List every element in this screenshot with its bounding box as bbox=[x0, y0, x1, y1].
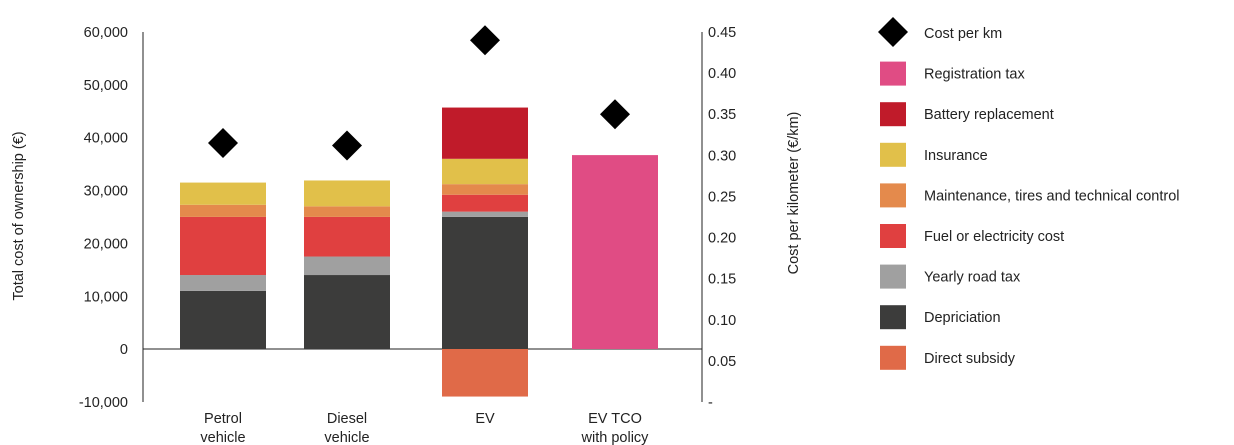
legend-label: Insurance bbox=[924, 148, 988, 164]
y2-tick-label: 0.35 bbox=[708, 107, 736, 123]
legend-label: Battery replacement bbox=[924, 107, 1054, 123]
legend-label: Fuel or electricity cost bbox=[924, 229, 1064, 245]
bar-segment bbox=[442, 349, 528, 397]
y-tick-label: 0 bbox=[120, 342, 128, 358]
category-label: Petrol bbox=[204, 411, 242, 427]
legend-label: Maintenance, tires and technical control bbox=[924, 188, 1180, 204]
bar-segment bbox=[442, 184, 528, 195]
bar-segment bbox=[180, 216, 266, 276]
bar-segment bbox=[304, 256, 390, 276]
legend-swatch bbox=[878, 17, 908, 47]
cost-per-km-marker bbox=[208, 128, 238, 158]
bar-segment bbox=[180, 182, 266, 205]
legend-swatch bbox=[880, 224, 906, 248]
y2-tick-label: 0.40 bbox=[708, 66, 736, 82]
bar-segment bbox=[304, 206, 390, 217]
y2-tick-label: 0.30 bbox=[708, 148, 736, 164]
bar-segment bbox=[442, 194, 528, 212]
legend-swatch bbox=[880, 61, 906, 86]
cost-per-km-marker bbox=[332, 130, 362, 161]
bar-segment bbox=[304, 216, 390, 257]
bar-segment bbox=[442, 107, 528, 159]
legend-swatch bbox=[880, 102, 906, 127]
y-tick-label: 20,000 bbox=[84, 236, 128, 252]
y2-tick-label: 0.05 bbox=[708, 354, 736, 370]
legend-swatch bbox=[880, 305, 906, 330]
legend-label: Yearly road tax bbox=[924, 270, 1021, 286]
y-axis-title: Total cost of ownership (€) bbox=[11, 131, 27, 300]
bar-segment bbox=[572, 155, 658, 349]
bar-segment bbox=[180, 275, 266, 291]
y-tick-label: 30,000 bbox=[84, 184, 128, 200]
bars bbox=[180, 107, 658, 397]
cost-per-km-marker bbox=[600, 99, 630, 130]
bar-segment bbox=[304, 180, 390, 207]
bar-segment bbox=[180, 204, 266, 217]
legend-swatch bbox=[880, 264, 906, 289]
bar-segment bbox=[442, 158, 528, 185]
category-label: vehicle bbox=[200, 430, 245, 445]
category-label: EV bbox=[475, 411, 495, 427]
y2-tick-label: 0.20 bbox=[708, 231, 736, 247]
y-tick-label: 10,000 bbox=[84, 289, 128, 305]
legend-swatch bbox=[880, 142, 906, 167]
y2-tick-label: 0.25 bbox=[708, 189, 736, 205]
bar-segment bbox=[180, 290, 266, 349]
bar-segment bbox=[442, 216, 528, 349]
category-label: Diesel bbox=[327, 411, 367, 427]
y2-tick-label: 0.45 bbox=[708, 25, 736, 41]
legend: Cost per km Registration tax Battery repla… bbox=[878, 17, 1180, 370]
y2-tick-label: - bbox=[708, 395, 713, 411]
category-label: vehicle bbox=[324, 430, 369, 445]
legend-label: Cost per km bbox=[924, 26, 1002, 42]
legend-label: Depriciation bbox=[924, 310, 1001, 326]
y-tick-label: -10,000 bbox=[79, 395, 128, 411]
category-label: EV TCO bbox=[588, 411, 642, 427]
axis-labels: 60,000 50,000 40,000 30,000 20,000 10,000 0 -10… bbox=[11, 25, 802, 445]
y-tick-label: 60,000 bbox=[84, 25, 128, 41]
legend-swatch bbox=[880, 183, 906, 208]
legend-label: Registration tax bbox=[924, 67, 1025, 83]
y2-axis-title: Cost per kilometer (€/km) bbox=[786, 112, 802, 275]
y2-tick-label: 0.10 bbox=[708, 313, 736, 329]
cost-per-km-marker bbox=[470, 25, 500, 56]
legend-swatch bbox=[880, 345, 906, 370]
y2-tick-label: 0.15 bbox=[708, 272, 736, 288]
y-tick-label: 50,000 bbox=[84, 78, 128, 94]
cost-per-km-markers bbox=[208, 25, 630, 161]
bar-segment bbox=[304, 275, 390, 349]
y-tick-label: 40,000 bbox=[84, 131, 128, 147]
category-label: with policy bbox=[581, 430, 650, 445]
bar-segment bbox=[442, 211, 528, 217]
legend-label: Direct subsidy bbox=[924, 351, 1016, 367]
